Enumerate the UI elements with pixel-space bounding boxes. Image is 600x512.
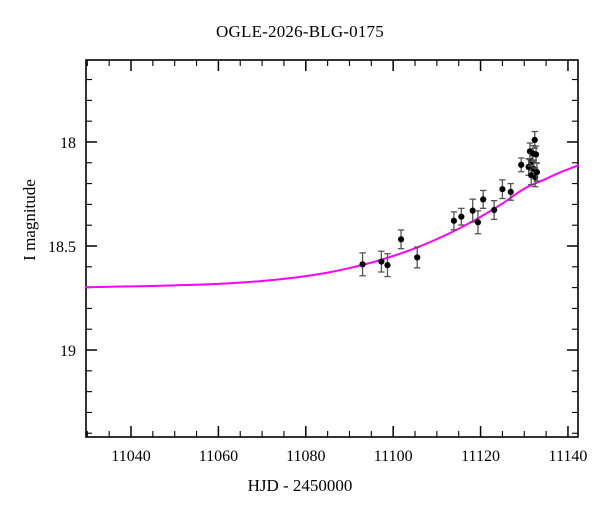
y-tick-label: 18.5	[48, 239, 76, 256]
data-point	[499, 179, 506, 200]
x-axis-label: HJD - 2450000	[247, 476, 353, 495]
data-point	[531, 130, 538, 149]
data-point	[474, 210, 482, 235]
data-point	[458, 207, 465, 226]
x-axis-ticks	[86, 60, 569, 437]
x-tick-label: 11100	[374, 448, 413, 465]
data-point	[397, 229, 405, 250]
x-tick-label: 11140	[549, 448, 588, 465]
data-point	[490, 199, 498, 221]
data-point	[507, 182, 514, 201]
data-point	[533, 162, 541, 182]
data-point	[378, 250, 385, 273]
model-curve-path	[85, 164, 579, 289]
page-title: OGLE-2026-BLG-0175	[216, 22, 384, 41]
data-point	[479, 189, 487, 209]
x-axis-tick-labels: 11040 11060 11080 11100 11120 11140	[111, 448, 587, 465]
data-points-group	[359, 130, 541, 278]
data-point	[414, 246, 421, 269]
data-point	[384, 253, 391, 278]
y-tick-label: 19	[60, 343, 76, 360]
y-axis-tick-labels: 18 18.5 19	[48, 135, 76, 360]
y-axis-label: I magnitude	[20, 179, 39, 261]
y-axis-ticks	[86, 79, 578, 434]
model-curve	[85, 164, 579, 289]
data-point	[450, 211, 458, 231]
data-point	[517, 157, 525, 173]
axes-frame	[85, 59, 579, 438]
x-tick-label: 11060	[199, 448, 238, 465]
x-tick-label: 11120	[461, 448, 500, 465]
x-tick-label: 11080	[286, 448, 325, 465]
x-tick-label: 11040	[111, 448, 150, 465]
data-point	[469, 198, 476, 223]
y-tick-label: 18	[60, 135, 76, 152]
data-point	[359, 252, 366, 277]
